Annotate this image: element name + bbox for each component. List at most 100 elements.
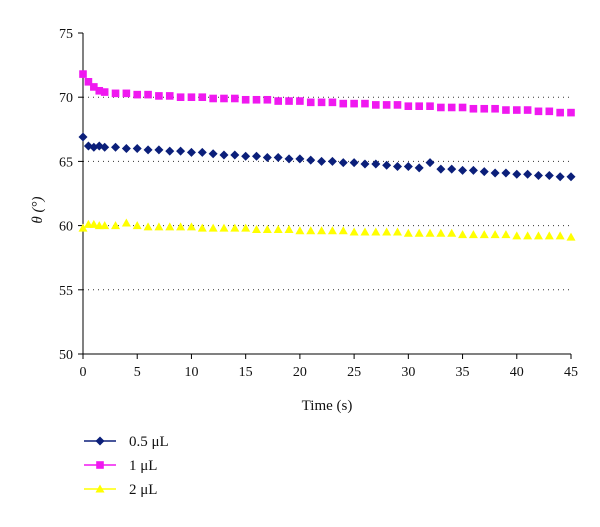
data-point <box>490 230 500 239</box>
data-point <box>230 150 240 160</box>
data-point <box>197 223 207 232</box>
data-point <box>100 142 110 152</box>
data-point <box>296 97 304 105</box>
data-point <box>566 232 576 241</box>
legend-marker <box>96 461 104 469</box>
data-point <box>447 103 456 112</box>
data-point <box>165 92 174 100</box>
data-point <box>480 104 489 113</box>
x-tick-label: 45 <box>564 365 578 380</box>
y-axis-label: θ (°) <box>30 196 46 223</box>
data-point <box>219 150 229 160</box>
data-point <box>95 86 104 95</box>
data-point <box>458 165 468 175</box>
data-point <box>263 95 272 104</box>
data-point <box>176 222 186 231</box>
data-point <box>165 222 175 231</box>
data-point <box>425 228 435 237</box>
data-point <box>197 147 207 157</box>
data-point <box>78 132 88 142</box>
data-point <box>403 228 413 237</box>
data-point <box>523 106 532 114</box>
data-point <box>469 104 478 113</box>
x-tick-label: 5 <box>134 365 141 380</box>
data-point <box>349 227 359 236</box>
data-point <box>393 101 402 109</box>
data-point <box>555 231 565 240</box>
y-tick-label: 60 <box>59 220 73 235</box>
data-point <box>317 98 326 107</box>
data-point <box>382 101 391 109</box>
data-point <box>306 98 315 107</box>
legend-marker <box>95 484 105 493</box>
data-point <box>544 171 554 181</box>
data-point <box>533 231 543 240</box>
data-point <box>382 160 392 170</box>
data-point <box>327 156 337 166</box>
data-point <box>295 226 305 235</box>
data-point <box>447 164 457 174</box>
data-point <box>154 145 164 155</box>
x-tick-label: 0 <box>80 365 87 380</box>
data-point <box>144 90 152 99</box>
data-point <box>241 95 250 104</box>
data-point <box>132 144 142 154</box>
data-point <box>252 95 261 104</box>
data-point <box>317 226 327 235</box>
data-point <box>133 90 142 99</box>
data-point <box>523 169 533 179</box>
data-point <box>241 151 251 161</box>
y-tick-label: 50 <box>59 348 73 363</box>
series-2 <box>78 218 576 241</box>
data-point <box>447 228 457 237</box>
data-point <box>426 102 434 110</box>
data-point <box>436 228 446 237</box>
data-point <box>285 97 293 105</box>
data-point <box>165 146 175 156</box>
data-point <box>360 227 370 236</box>
x-tick-label: 10 <box>184 365 198 380</box>
data-point <box>155 92 163 100</box>
data-point <box>306 226 316 235</box>
data-point <box>350 99 358 108</box>
data-point <box>361 99 369 108</box>
x-tick-labels: 0 5 10 15 20 25 30 35 40 45 <box>80 365 579 380</box>
data-point <box>121 218 131 227</box>
data-point <box>534 107 543 116</box>
data-point <box>479 230 489 239</box>
x-tick-label: 40 <box>510 365 524 380</box>
data-point <box>111 142 121 152</box>
data-point <box>545 107 554 116</box>
data-point <box>208 223 218 232</box>
legend-label: 1 μL <box>129 458 157 474</box>
y-tick-label: 70 <box>59 91 73 106</box>
data-point <box>176 93 185 101</box>
x-tick-label: 35 <box>456 365 470 380</box>
data-point <box>111 89 120 98</box>
data-point <box>566 172 576 182</box>
data-point <box>479 167 489 177</box>
data-point <box>154 222 164 231</box>
data-point <box>78 223 88 232</box>
data-point <box>339 99 348 108</box>
data-point <box>415 102 423 110</box>
data-point <box>338 226 348 235</box>
data-point <box>121 144 131 154</box>
legend-item-0: 0.5 μL <box>84 434 169 450</box>
data-point <box>327 226 337 235</box>
data-point <box>284 154 294 164</box>
data-point <box>392 162 402 172</box>
data-point <box>403 162 413 172</box>
data-point <box>273 224 283 233</box>
data-point <box>132 221 142 230</box>
legend-label: 0.5 μL <box>129 434 169 450</box>
data-point <box>122 89 131 98</box>
legend-marker <box>95 436 105 446</box>
data-point <box>187 93 196 101</box>
data-point <box>425 158 435 168</box>
data-point <box>84 77 93 86</box>
legend-label: 2 μL <box>129 482 157 498</box>
data-point <box>437 103 445 112</box>
y-tick-label: 65 <box>59 155 73 170</box>
